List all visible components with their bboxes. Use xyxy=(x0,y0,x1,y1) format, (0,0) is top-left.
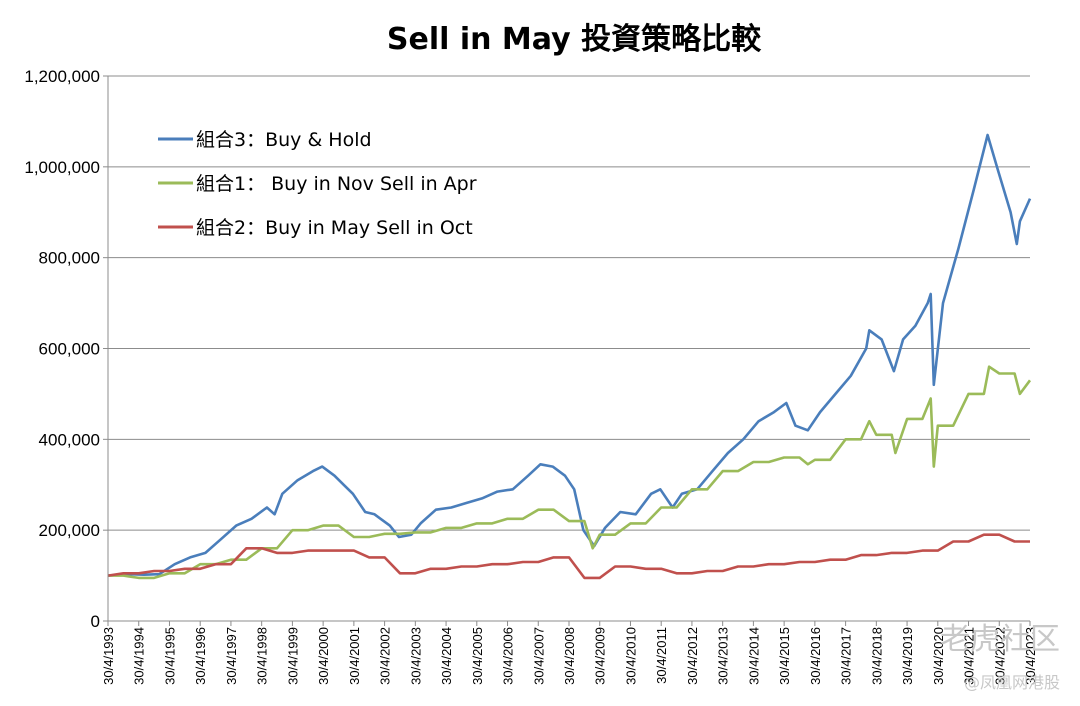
x-tick-label: 30/4/1995 xyxy=(162,627,177,685)
x-tick-label: 30/4/2016 xyxy=(808,627,823,685)
x-tick-label: 30/4/2014 xyxy=(746,627,761,685)
y-tick-label: 600,000 xyxy=(39,340,100,359)
x-tick-label: 30/4/2006 xyxy=(501,627,516,685)
x-tick-label: 30/4/2010 xyxy=(623,627,638,685)
y-tick-label: 400,000 xyxy=(39,430,100,449)
axes xyxy=(107,76,1030,622)
x-tick-label: 30/4/1996 xyxy=(193,627,208,685)
x-tick-label: 30/4/2023 xyxy=(1023,627,1038,685)
x-tick-label: 30/4/1999 xyxy=(285,627,300,685)
x-tick-label: 30/4/2012 xyxy=(685,627,700,685)
x-tick-label: 30/4/2003 xyxy=(408,627,423,685)
series-line-3 xyxy=(107,533,1030,580)
x-tick-label: 30/4/2008 xyxy=(562,627,577,685)
x-tick-label: 30/4/2017 xyxy=(839,627,854,685)
x-tick-label: 30/4/2021 xyxy=(962,627,977,685)
x-tick-label: 30/4/2002 xyxy=(378,627,393,685)
x-tick-label: 30/4/2018 xyxy=(869,627,884,685)
x-axis-ticks: 30/4/1993 30/4/1994 30/4/1995 30/4/1996 30/4… xyxy=(101,621,1038,685)
x-tick-label: 30/4/2022 xyxy=(992,627,1007,685)
y-axis-ticks: 0 200,000 400,000 600,000 800,000 1,000,000 1,… xyxy=(24,67,108,631)
legend-label: 組合2：Buy in May Sell in Oct xyxy=(196,217,473,239)
x-tick-label: 30/4/2004 xyxy=(439,627,454,685)
y-tick-label: 200,000 xyxy=(39,521,100,540)
x-tick-label: 30/4/2005 xyxy=(470,627,485,685)
y-tick-label: 1,000,000 xyxy=(24,158,100,177)
series-line-2 xyxy=(108,365,1032,580)
x-tick-label: 30/4/2013 xyxy=(716,627,731,685)
x-tick-label: 30/4/1998 xyxy=(255,627,270,685)
x-tick-label: 30/4/1997 xyxy=(224,627,239,685)
gridlines xyxy=(108,75,1030,531)
legend-label: 組合1： Buy in Nov Sell in Apr xyxy=(196,173,477,195)
x-tick-label: 30/4/2000 xyxy=(316,627,331,685)
x-tick-label: 30/4/2011 xyxy=(654,627,669,684)
x-tick-label: 30/4/2007 xyxy=(531,627,546,685)
series-lines xyxy=(107,133,1032,580)
x-tick-label: 30/4/2019 xyxy=(900,627,915,685)
watermark-subtext: @凤凰网港股 xyxy=(964,673,1060,692)
watermark-text: 老虎社区 xyxy=(940,622,1060,657)
x-tick-label: 30/4/2001 xyxy=(347,627,362,685)
x-tick-label: 30/4/2009 xyxy=(593,627,608,685)
y-tick-label: 1,200,000 xyxy=(24,67,100,86)
y-tick-label: 800,000 xyxy=(39,249,100,268)
y-tick-label: 0 xyxy=(91,612,100,631)
chart-title: Sell in May 投資策略比較 xyxy=(387,22,762,57)
x-tick-label: 30/4/1993 xyxy=(101,627,116,685)
watermark: 老虎社区 @凤凰网港股 xyxy=(940,622,1060,692)
legend: 組合3：Buy & Hold 組合1： Buy in Nov Sell in Ap… xyxy=(158,129,477,239)
legend-label: 組合3：Buy & Hold xyxy=(196,129,372,151)
x-tick-label: 30/4/2020 xyxy=(931,627,946,685)
x-tick-label: 30/4/2015 xyxy=(777,627,792,685)
x-tick-label: 30/4/1994 xyxy=(132,627,147,685)
